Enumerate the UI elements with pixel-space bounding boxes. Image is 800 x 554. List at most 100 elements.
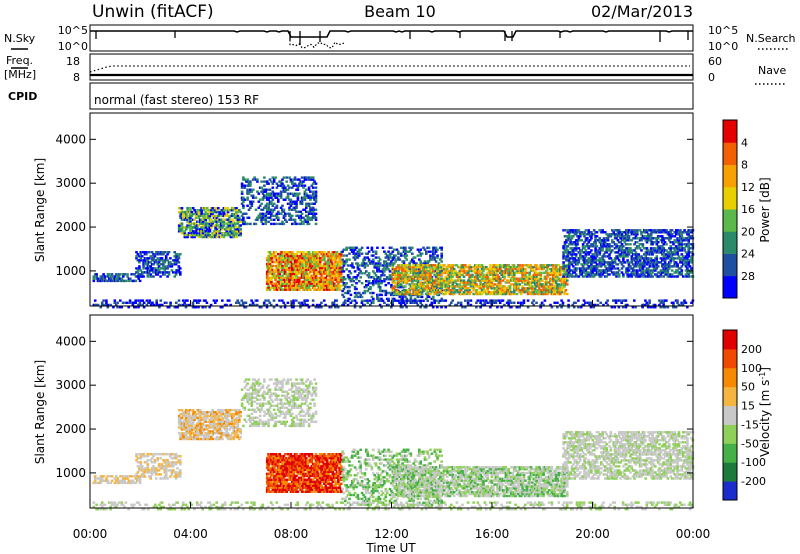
scatter-cell <box>305 280 308 283</box>
scatter-cell <box>394 283 397 286</box>
scatter-cell <box>339 260 343 264</box>
scatter-cell <box>506 290 509 294</box>
scatter-cell <box>313 202 316 205</box>
scatter-cell <box>511 279 515 282</box>
scatter-cell <box>228 222 231 225</box>
scatter-cell <box>521 266 524 269</box>
scatter-cell <box>661 259 664 262</box>
scatter-cell <box>469 275 473 278</box>
scatter-cell <box>193 235 196 239</box>
scatter-cell <box>317 262 321 266</box>
scatter-cell <box>556 287 559 290</box>
scatter-cell <box>552 275 555 278</box>
scatter-cell <box>655 237 659 240</box>
scatter-cell <box>190 233 194 237</box>
scatter-cell <box>226 210 230 214</box>
scatter-cell <box>238 218 241 221</box>
scatter-cell <box>409 269 413 273</box>
scatter-cell <box>170 265 174 268</box>
scatter-cell <box>307 202 311 205</box>
scatter-cell <box>215 235 219 239</box>
scatter-cell <box>404 289 407 292</box>
scatter-cell <box>391 291 395 295</box>
scatter-cell <box>275 268 279 272</box>
scatter-cell <box>457 285 460 288</box>
scatter-cell <box>413 269 417 273</box>
scatter-cell <box>626 259 629 262</box>
scatter-cell <box>310 252 314 256</box>
scatter-cell <box>275 280 279 283</box>
scatter-cell <box>579 251 582 254</box>
scatter-cell <box>572 251 575 254</box>
scatter-cell <box>303 256 307 260</box>
scatter-cell <box>311 202 315 205</box>
scatter-cell <box>112 277 115 280</box>
scatter-cell <box>355 301 358 304</box>
scatter-cell <box>655 243 659 246</box>
scatter-cell <box>198 222 202 225</box>
scatter-cell <box>518 269 522 273</box>
scatter-cell <box>334 268 337 272</box>
scatter-cell <box>353 254 357 257</box>
scatter-cell <box>313 280 316 283</box>
scatter-cell <box>478 292 481 296</box>
scatter-cell <box>377 260 381 263</box>
scatter-cell <box>624 239 628 242</box>
scatter-cell <box>489 267 492 271</box>
scatter-cell <box>292 284 295 287</box>
scatter-cell <box>490 271 494 275</box>
scatter-cell <box>546 267 549 271</box>
scatter-cell <box>352 276 355 279</box>
scatter-cell <box>186 216 189 219</box>
scatter-cell <box>526 264 530 267</box>
scatter-cell <box>581 245 585 248</box>
scatter-cell <box>284 198 287 201</box>
scatter-cell <box>565 265 568 268</box>
scatter-cell <box>533 277 537 280</box>
scatter-cell <box>652 265 656 268</box>
scatter-cell <box>402 271 406 275</box>
scatter-cell <box>429 267 432 271</box>
scatter-cell <box>299 214 302 217</box>
scatter-cell <box>581 247 585 250</box>
scatter-cell <box>439 270 442 273</box>
scatter-cell <box>314 288 318 291</box>
scatter-cell <box>177 228 181 231</box>
scatter-cell <box>517 279 520 282</box>
scatter-cell <box>613 251 617 254</box>
scatter-cell <box>292 264 295 268</box>
scatter-cell <box>317 272 321 276</box>
scatter-cell <box>598 269 602 272</box>
scatter-cell <box>278 260 281 264</box>
scatter-cell <box>296 272 300 276</box>
scatter-cell <box>573 271 577 274</box>
scatter-cell <box>677 267 681 270</box>
scatter-cell <box>325 254 329 258</box>
scatter-cell <box>272 288 276 291</box>
scatter-cell <box>198 218 202 221</box>
scatter-cell <box>288 266 291 270</box>
scatter-cell <box>395 285 399 288</box>
scatter-cell <box>208 220 212 223</box>
scatter-cell <box>318 268 322 272</box>
scatter-cell <box>370 246 374 249</box>
scatter-cell <box>681 237 685 240</box>
scatter-cell <box>506 267 509 271</box>
scatter-cell <box>186 220 189 223</box>
scatter-cell <box>198 212 202 216</box>
scatter-cell <box>272 218 276 221</box>
scatter-cell <box>222 222 226 225</box>
scatter-cell <box>473 271 477 275</box>
scatter-cell <box>504 289 508 292</box>
scatter-cell <box>408 283 411 286</box>
scatter-cell <box>180 228 184 231</box>
scatter-cell <box>576 267 579 270</box>
scatter-cell <box>323 284 326 287</box>
scatter-cell <box>217 214 220 218</box>
scatter-cell <box>601 263 604 266</box>
scatter-cell <box>440 266 443 269</box>
scatter-cell <box>279 286 283 289</box>
scatter-cell <box>184 226 188 229</box>
scatter-cell <box>342 248 346 251</box>
scatter-cell <box>626 247 629 250</box>
